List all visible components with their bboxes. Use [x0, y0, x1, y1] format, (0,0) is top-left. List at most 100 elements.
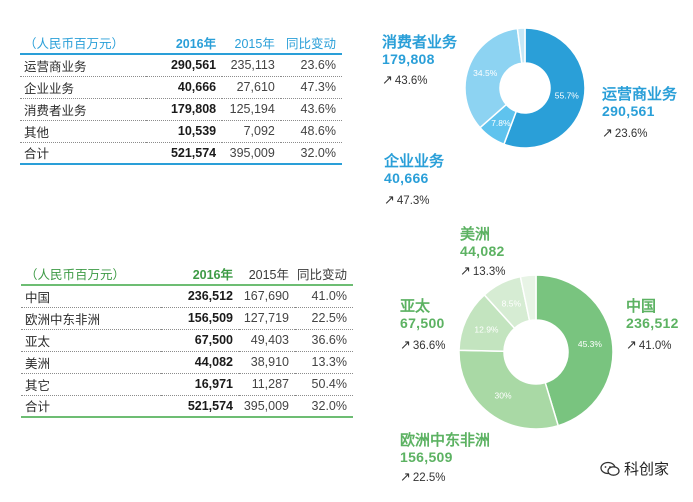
- donut-percent-label: 12.9%: [474, 324, 499, 334]
- row-change: 23.6%: [280, 54, 342, 77]
- callout-name: 美洲: [460, 226, 491, 243]
- row-2015: 7,092: [222, 120, 281, 143]
- table-total-row: 合计 521,574 395,009 32.0%: [20, 142, 342, 165]
- row-change: 48.6%: [280, 120, 342, 143]
- table-row: 中国 236,512 167,690 41.0%: [21, 285, 353, 308]
- row-change: 13.3%: [295, 351, 353, 374]
- row-2016: 40,666: [146, 76, 223, 99]
- row-name: 合计: [21, 395, 161, 418]
- watermark-text: 科创家: [624, 461, 670, 478]
- row-2015: 27,610: [222, 76, 281, 99]
- row-name: 美洲: [21, 351, 161, 374]
- row-2016: 290,561: [146, 54, 223, 77]
- callout-value: 44,082: [460, 243, 505, 260]
- row-name: 亚太: [21, 329, 161, 352]
- row-change: 32.0%: [280, 142, 342, 165]
- row-change: 43.6%: [280, 98, 342, 121]
- header-2015: 2015年: [239, 263, 295, 286]
- row-name: 运营商业务: [20, 54, 147, 77]
- row-2015: 235,113: [222, 54, 281, 77]
- row-name: 其他: [20, 120, 147, 143]
- watermark: 科创家: [600, 458, 669, 479]
- table-total-row: 合计 521,574 395,009 32.0%: [21, 395, 353, 418]
- table-header-row: （人民币百万元） 2016年 2015年 同比变动: [21, 263, 353, 286]
- table-row: 运营商业务 290,561 235,113 23.6%: [20, 54, 342, 77]
- table-row: 其它 16,971 11,287 50.4%: [21, 373, 353, 396]
- callout-value: 156,509: [400, 449, 453, 466]
- callout-value: 40,666: [384, 170, 429, 187]
- callout-growth: ↗ 23.6%: [602, 125, 648, 141]
- growth-arrow-icon: ↗: [400, 469, 411, 485]
- segment-donut-chart: 55.7% 7.8% 34.5%: [464, 27, 586, 149]
- callout-name: 亚太: [400, 298, 431, 315]
- donut-percent-label: 8.5%: [502, 298, 522, 308]
- header-unit: （人民币百万元）: [20, 32, 147, 55]
- donut-slice-1: [502, 27, 586, 149]
- row-change: 50.4%: [295, 373, 353, 396]
- row-name: 消费者业务: [20, 98, 147, 121]
- table-row: 企业业务 40,666 27,610 47.3%: [20, 76, 342, 99]
- row-2016: 179,808: [146, 98, 223, 121]
- callout-emea: 欧洲中东非洲 156,509 ↗ 22.5%: [400, 432, 490, 486]
- donut-percent-label: 30%: [494, 390, 511, 400]
- row-2016: 521,574: [161, 395, 239, 418]
- table-row: 亚太 67,500 49,403 36.6%: [21, 329, 353, 352]
- table-row: 美洲 44,082 38,910 13.3%: [21, 351, 353, 374]
- callout-value: 236,512: [626, 315, 679, 332]
- region-donut-chart: 45.3% 30% 12.9% 8.5%: [458, 274, 614, 430]
- callout-name: 消费者业务: [382, 34, 458, 51]
- header-change: 同比变动: [295, 263, 353, 286]
- callout-growth: ↗ 47.3%: [384, 192, 430, 208]
- growth-arrow-icon: ↗: [382, 72, 393, 88]
- header-2016: 2016年: [161, 263, 239, 286]
- header-2015: 2015年: [222, 32, 281, 55]
- table-row: 消费者业务 179,808 125,194 43.6%: [20, 98, 342, 121]
- callout-name: 运营商业务: [602, 86, 678, 103]
- row-change: 32.0%: [295, 395, 353, 418]
- growth-arrow-icon: ↗: [626, 337, 637, 353]
- header-2016: 2016年: [146, 32, 223, 55]
- growth-arrow-icon: ↗: [460, 263, 471, 279]
- wechat-icon: [600, 461, 620, 476]
- growth-arrow-icon: ↗: [400, 337, 411, 353]
- row-2015: 167,690: [239, 285, 295, 308]
- callout-growth: ↗ 41.0%: [626, 337, 672, 353]
- header-change: 同比变动: [280, 32, 342, 55]
- donut-percent-label: 45.3%: [578, 339, 603, 349]
- row-2016: 67,500: [161, 329, 239, 352]
- callout-carrier: 运营商业务 290,561 ↗ 23.6%: [602, 86, 677, 142]
- row-name: 企业业务: [20, 76, 147, 99]
- row-2015: 38,910: [239, 351, 295, 374]
- row-2016: 156,509: [161, 307, 239, 330]
- donut-slice-1: [535, 274, 614, 427]
- table-header-row: （人民币百万元） 2016年 2015年 同比变动: [20, 32, 342, 55]
- row-2016: 236,512: [161, 285, 239, 308]
- row-2016: 44,082: [161, 351, 239, 374]
- row-change: 36.6%: [295, 329, 353, 352]
- row-change: 22.5%: [295, 307, 353, 330]
- segment-revenue-table: （人民币百万元） 2016年 2015年 同比变动 运营商业务 290,561 23…: [20, 32, 342, 165]
- callout-growth: ↗ 43.6%: [382, 72, 428, 88]
- table-row: 欧洲中东非洲 156,509 127,719 22.5%: [21, 307, 353, 330]
- callout-growth: ↗ 13.3%: [460, 263, 506, 279]
- row-2015: 127,719: [239, 307, 295, 330]
- header-unit: （人民币百万元）: [21, 263, 161, 286]
- growth-arrow-icon: ↗: [384, 192, 395, 208]
- row-2015: 49,403: [239, 329, 295, 352]
- callout-name: 企业业务: [384, 153, 445, 170]
- donut-slice-5: [519, 274, 537, 322]
- region-revenue-table: （人民币百万元） 2016年 2015年 同比变动 中国 236,512 167,6…: [21, 263, 353, 418]
- growth-arrow-icon: ↗: [602, 125, 613, 141]
- row-name: 合计: [20, 142, 147, 165]
- row-2015: 11,287: [239, 373, 295, 396]
- donut-slice-2: [458, 349, 560, 430]
- callout-name: 欧洲中东非洲: [400, 432, 491, 449]
- callout-growth: ↗ 36.6%: [400, 337, 446, 353]
- table-row: 其他 10,539 7,092 48.6%: [20, 120, 342, 143]
- row-2016: 10,539: [146, 120, 223, 143]
- row-change: 41.0%: [295, 285, 353, 308]
- donut-percent-label: 34.5%: [473, 68, 498, 78]
- donut-percent-label: 7.8%: [491, 118, 511, 128]
- row-2016: 521,574: [146, 142, 223, 165]
- row-2015: 395,009: [239, 395, 295, 418]
